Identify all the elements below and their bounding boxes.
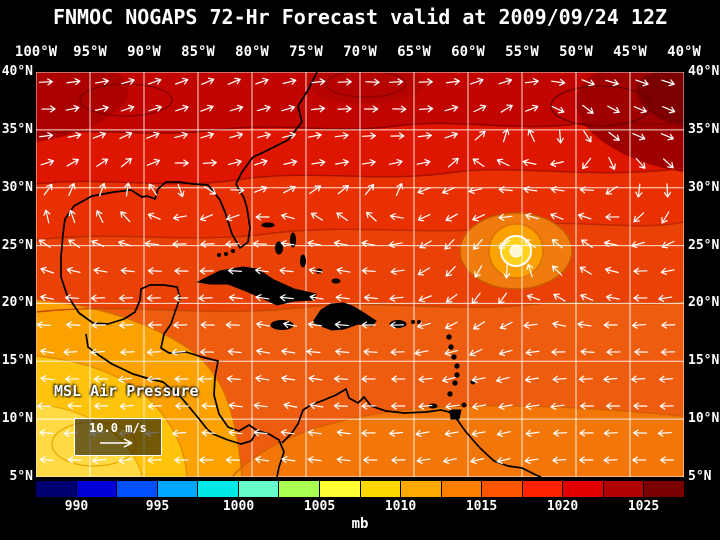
colorbar-segment — [441, 481, 483, 497]
colorbar-segment — [603, 481, 645, 497]
longitude-tick-label: 95°W — [73, 44, 107, 60]
longitude-tick-label: 45°W — [613, 44, 647, 60]
coastline-pacific — [85, 333, 258, 445]
latitude-tick-label: 25°N — [1, 237, 33, 253]
colorbar-segment — [360, 481, 402, 497]
latitude-tick-label: 40°N — [1, 64, 33, 79]
colorbar-segment — [319, 481, 361, 497]
colorbar-tick-label: 1025 — [627, 499, 660, 514]
longitude-tick-label: 65°W — [397, 44, 431, 60]
colorbar-segment — [117, 481, 158, 497]
island-hispaniola — [312, 302, 377, 331]
latitude-tick-label: 35°N — [688, 121, 720, 137]
longitude-tick-label: 100°W — [14, 44, 58, 60]
longitude-tick-label: 75°W — [289, 44, 323, 60]
latitude-tick-label: 10°N — [688, 411, 720, 427]
latitude-tick-label: 30°N — [1, 179, 33, 195]
longitude-tick-label: 70°W — [343, 44, 377, 60]
colorbar — [36, 481, 684, 497]
colorbar-segment — [563, 481, 604, 497]
field-label: MSL Air Pressure — [54, 382, 199, 400]
wind-scale-legend: 10.0 m/s — [74, 418, 162, 456]
colorbar-segment — [157, 481, 199, 497]
wind-reference-arrow-icon — [100, 438, 133, 448]
latitude-tick-label: 30°N — [688, 179, 720, 195]
colorbar-segment — [279, 481, 320, 497]
islands — [196, 222, 476, 420]
longitude-tick-label: 50°W — [559, 44, 593, 60]
pressure-map-canvas — [35, 64, 685, 478]
coastline-north-america — [60, 71, 318, 478]
latitude-tick-label: 15°N — [1, 353, 33, 369]
longitude-tick-label: 40°W — [667, 44, 701, 60]
colorbar-segment — [238, 481, 280, 497]
latitude-tick-label: 40°N — [688, 64, 720, 79]
latitude-tick-label: 20°N — [1, 295, 33, 311]
map-area: MSL Air Pressure 10.0 m/s — [35, 64, 685, 478]
colorbar-tick-label: 995 — [145, 499, 170, 514]
colorbar-segment — [644, 481, 684, 497]
colorbar-segment — [522, 481, 564, 497]
latitude-tick-label: 20°N — [688, 295, 720, 311]
colorbar-tick-label: 1020 — [546, 499, 579, 514]
colorbar-tick-label: 1005 — [303, 499, 336, 514]
colorbar-tick-label: 1000 — [222, 499, 255, 514]
latitude-tick-label: 25°N — [688, 237, 720, 253]
latitude-tick-label: 5°N — [9, 468, 33, 484]
colorbar-segment — [36, 481, 77, 497]
wind-arrows — [36, 77, 676, 465]
longitude-tick-label: 90°W — [127, 44, 161, 60]
longitude-tick-label: 55°W — [505, 44, 539, 60]
page-title: FNMOC NOGAPS 72-Hr Forecast valid at 200… — [52, 5, 668, 29]
latitude-tick-label: 10°N — [1, 411, 33, 427]
latitude-tick-label: 15°N — [688, 353, 720, 369]
longitude-tick-label: 60°W — [451, 44, 485, 60]
colorbar-tick-label: 990 — [64, 499, 89, 514]
longitude-tick-label: 85°W — [181, 44, 215, 60]
colorbar-segment — [198, 481, 239, 497]
tropical-cyclone-symbol — [459, 212, 573, 290]
colorbar-tick-label: 1015 — [465, 499, 498, 514]
colorbar-segment — [482, 481, 523, 497]
colorbar-unit-label: mb — [351, 516, 369, 532]
colorbar-tick-label: 1010 — [384, 499, 417, 514]
colorbar-segment — [76, 481, 118, 497]
latitude-tick-label: 35°N — [1, 121, 33, 137]
island-trinidad — [449, 409, 462, 420]
wind-speed-label: 10.0 m/s — [89, 421, 147, 435]
longitude-tick-label: 80°W — [235, 44, 269, 60]
latitude-tick-label: 5°N — [688, 468, 712, 484]
colorbar-segment — [401, 481, 442, 497]
